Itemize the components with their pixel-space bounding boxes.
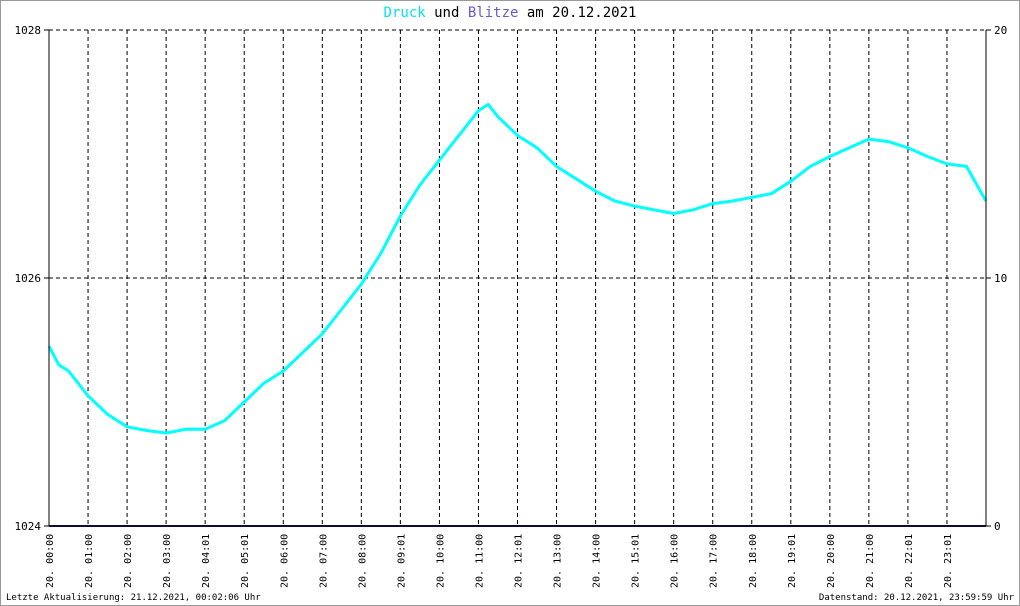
x-tick-label: 20. 07:00 xyxy=(318,534,329,588)
title-und: und xyxy=(425,5,468,21)
x-tick-label: 20. 16:00 xyxy=(670,534,681,588)
x-tick-label: 20. 17:00 xyxy=(709,534,720,588)
x-tick-label: 20. 01:00 xyxy=(84,534,95,588)
x-tick-label: 20. 20:00 xyxy=(826,534,837,588)
x-tick-label: 20. 22:01 xyxy=(904,534,915,588)
x-tick-label: 20. 03:00 xyxy=(162,534,173,588)
y-left-tick-label: 1028 xyxy=(15,24,42,37)
x-tick-label: 20. 19:01 xyxy=(787,534,798,588)
x-tick-label: 20. 13:00 xyxy=(553,534,564,588)
x-tick-label: 20. 15:01 xyxy=(631,534,642,588)
y-left-tick-label: 1024 xyxy=(15,520,42,533)
title-date: am 20.12.2021 xyxy=(518,5,637,21)
x-tick-label: 20. 21:00 xyxy=(865,534,876,588)
x-tick-label: 20. 23:01 xyxy=(943,534,954,588)
y-right-tick-label: 20 xyxy=(994,24,1007,37)
series-druck xyxy=(47,102,988,435)
x-tick-label: 20. 06:00 xyxy=(279,534,290,588)
x-tick-label: 20. 08:00 xyxy=(357,534,368,588)
x-tick-label: 20. 04:01 xyxy=(201,534,212,588)
x-tick-label: 20. 00:00 xyxy=(45,534,56,588)
x-tick-label: 20. 11:00 xyxy=(474,534,485,588)
title-druck: Druck xyxy=(383,5,426,21)
y-right-tick-label: 10 xyxy=(994,272,1007,285)
title-blitze: Blitze xyxy=(467,5,519,21)
footer-data-state: Datenstand: 20.12.2021, 23:59:59 Uhr xyxy=(818,593,1014,603)
y-left-tick-label: 1026 xyxy=(15,272,42,285)
x-tick-label: 20. 18:00 xyxy=(748,534,759,588)
footer-last-update: Letzte Aktualisierung: 21.12.2021, 00:02… xyxy=(6,593,261,603)
x-tick-label: 20. 10:00 xyxy=(435,534,446,588)
x-tick-label: 20. 09:01 xyxy=(396,534,407,588)
x-tick-label: 20. 14:00 xyxy=(592,534,603,588)
chart-title: Druck und Blitze am 20.12.2021 xyxy=(0,5,1020,21)
x-tick-label: 20. 12:01 xyxy=(514,534,525,588)
x-tick-label: 20. 05:01 xyxy=(240,534,251,588)
y-right-tick-label: 0 xyxy=(994,520,1001,533)
x-tick-label: 20. 02:00 xyxy=(123,534,134,588)
